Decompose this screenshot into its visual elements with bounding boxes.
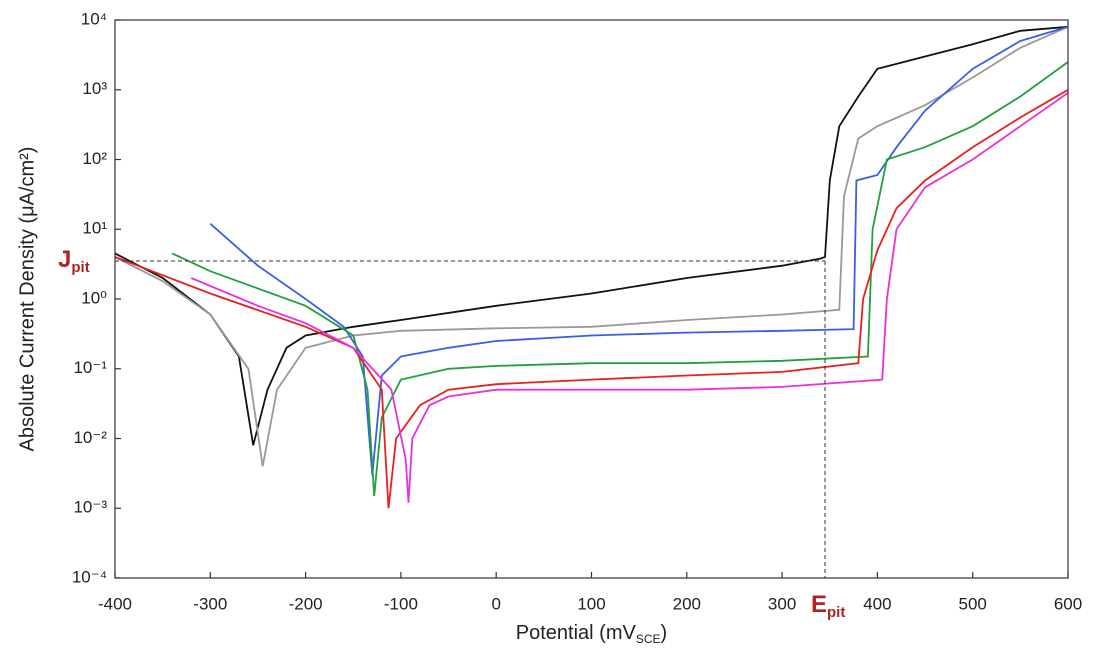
x-tick-label: 100 [577, 594, 605, 613]
x-axis-label: Potential (mVSCE) [516, 622, 667, 646]
x-axis-label-main: Potential (mV [516, 622, 637, 644]
y-tick-label: 10⁻¹ [73, 358, 107, 377]
y-tick-label: 10⁻³ [73, 498, 107, 517]
y-tick-label: 10⁻⁴ [72, 567, 107, 586]
curve [172, 62, 1068, 496]
y-tick-label: 10⁻² [73, 428, 107, 447]
x-tick-label: 400 [863, 594, 891, 613]
curve [115, 27, 1068, 467]
curve [210, 27, 1068, 475]
curve [191, 93, 1068, 503]
y-tick-label: 10¹ [82, 219, 107, 238]
x-tick-label: 200 [673, 594, 701, 613]
pit-label: Jpit [58, 246, 90, 276]
x-tick-label: 300 [768, 594, 796, 613]
curve [115, 90, 1068, 509]
y-tick-label: 10⁴ [81, 9, 107, 28]
x-tick-label: -300 [193, 594, 227, 613]
x-tick-label: 0 [491, 594, 500, 613]
x-tick-label: -100 [384, 594, 418, 613]
x-tick-label: 500 [959, 594, 987, 613]
pit-label-main: J [58, 246, 71, 273]
y-tick-label: 10³ [82, 79, 107, 98]
pit-label: Epit [811, 591, 845, 621]
x-tick-label: -400 [98, 594, 132, 613]
chart: -400 -300 -200 -100 0 100 200 300 400 500 600 10⁻⁴ 1… [0, 0, 1093, 651]
pit-label-main: E [811, 591, 827, 618]
x-axis-label-sub: SCE [636, 632, 661, 646]
x-tick-label: 600 [1054, 594, 1082, 613]
x-axis-label-end: ) [661, 622, 668, 644]
pit-label-sub: pit [71, 259, 89, 276]
x-tick-label: -200 [289, 594, 323, 613]
plot-frame [115, 20, 1068, 578]
y-tick-label: 10⁰ [81, 288, 107, 307]
curve [115, 27, 1068, 446]
y-tick-label: 10² [82, 149, 107, 168]
y-axis-label: Absolute Current Density (μA/cm²) [16, 147, 38, 452]
pit-label-sub: pit [827, 604, 845, 621]
